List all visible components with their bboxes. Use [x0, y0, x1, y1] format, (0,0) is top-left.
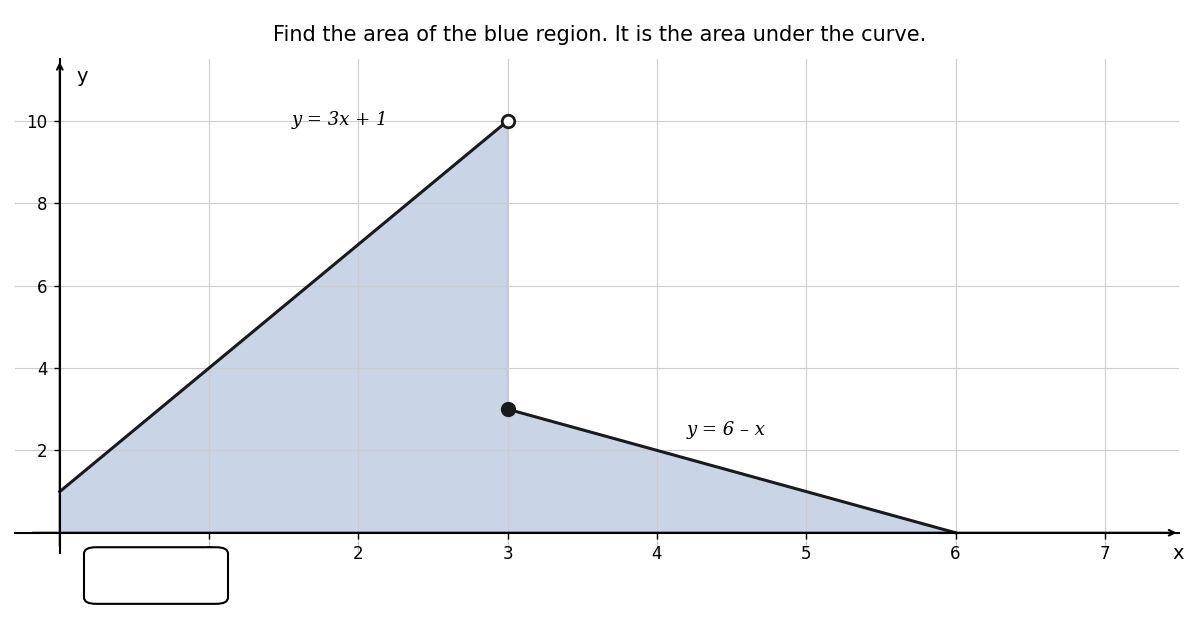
Polygon shape	[60, 121, 955, 533]
Text: y = 3x + 1: y = 3x + 1	[292, 111, 388, 129]
Text: y = 6 – x: y = 6 – x	[686, 421, 766, 439]
Text: x: x	[1172, 544, 1183, 563]
Text: y: y	[77, 67, 88, 86]
Text: Find the area of the blue region. It is the area under the curve.: Find the area of the blue region. It is …	[274, 25, 926, 45]
